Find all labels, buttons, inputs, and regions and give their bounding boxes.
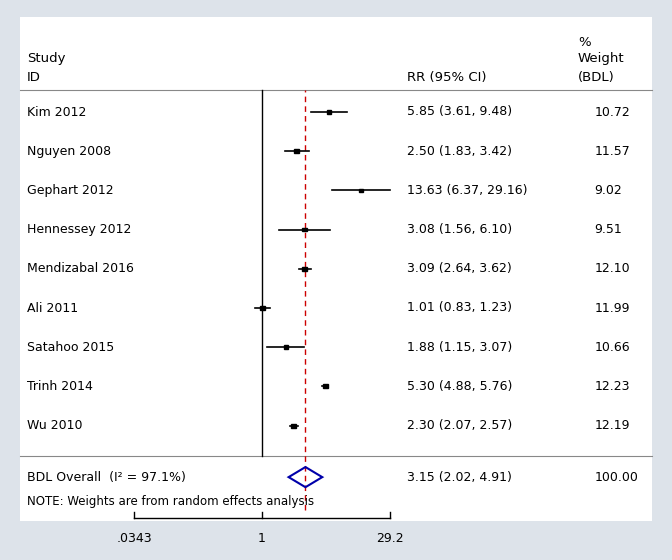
Text: 1: 1	[258, 532, 266, 545]
Text: 11.57: 11.57	[595, 144, 630, 158]
Bar	[359, 189, 363, 192]
Text: NOTE: Weights are from random effects analysis: NOTE: Weights are from random effects an…	[27, 494, 314, 508]
Text: 12.23: 12.23	[595, 380, 630, 393]
Text: 10.66: 10.66	[595, 340, 630, 354]
Text: Study: Study	[27, 52, 65, 66]
Bar	[294, 150, 299, 153]
Bar	[323, 384, 327, 389]
Text: 3.08 (1.56, 6.10): 3.08 (1.56, 6.10)	[407, 223, 511, 236]
Text: 12.19: 12.19	[595, 419, 630, 432]
Text: 13.63 (6.37, 29.16): 13.63 (6.37, 29.16)	[407, 184, 527, 197]
Text: 11.99: 11.99	[595, 301, 630, 315]
Text: 1.01 (0.83, 1.23): 1.01 (0.83, 1.23)	[407, 301, 511, 315]
Bar	[291, 423, 296, 428]
Text: 5.30 (4.88, 5.76): 5.30 (4.88, 5.76)	[407, 380, 512, 393]
Text: Nguyen 2008: Nguyen 2008	[27, 144, 111, 158]
FancyBboxPatch shape	[20, 17, 652, 521]
Text: RR (95% CI): RR (95% CI)	[407, 71, 486, 84]
Text: Trinh 2014: Trinh 2014	[27, 380, 93, 393]
Text: Ali 2011: Ali 2011	[27, 301, 78, 315]
Text: 2.30 (2.07, 2.57): 2.30 (2.07, 2.57)	[407, 419, 512, 432]
Text: 29.2: 29.2	[376, 532, 404, 545]
Text: 100.00: 100.00	[595, 470, 638, 484]
Text: 9.02: 9.02	[595, 184, 622, 197]
Bar	[284, 346, 288, 349]
Bar	[302, 267, 307, 271]
Text: 5.85 (3.61, 9.48): 5.85 (3.61, 9.48)	[407, 105, 511, 119]
Bar	[260, 306, 265, 310]
Text: 3.09 (2.64, 3.62): 3.09 (2.64, 3.62)	[407, 262, 511, 276]
Text: 12.10: 12.10	[595, 262, 630, 276]
Text: Mendizabal 2016: Mendizabal 2016	[27, 262, 134, 276]
Text: %: %	[578, 35, 591, 49]
Text: Kim 2012: Kim 2012	[27, 105, 86, 119]
Text: BDL Overall  (I² = 97.1%): BDL Overall (I² = 97.1%)	[27, 470, 185, 484]
Text: Wu 2010: Wu 2010	[27, 419, 83, 432]
Text: 1.88 (1.15, 3.07): 1.88 (1.15, 3.07)	[407, 340, 512, 354]
Text: .0343: .0343	[116, 532, 153, 545]
Text: 10.72: 10.72	[595, 105, 630, 119]
Text: (BDL): (BDL)	[578, 71, 615, 84]
Text: Hennessey 2012: Hennessey 2012	[27, 223, 131, 236]
Text: Weight: Weight	[578, 52, 624, 66]
Text: ID: ID	[27, 71, 41, 84]
Text: Satahoo 2015: Satahoo 2015	[27, 340, 114, 354]
Bar	[302, 228, 306, 231]
Text: Gephart 2012: Gephart 2012	[27, 184, 114, 197]
Text: 2.50 (1.83, 3.42): 2.50 (1.83, 3.42)	[407, 144, 511, 158]
Text: 9.51: 9.51	[595, 223, 622, 236]
Text: 3.15 (2.02, 4.91): 3.15 (2.02, 4.91)	[407, 470, 511, 484]
Bar	[327, 110, 331, 114]
